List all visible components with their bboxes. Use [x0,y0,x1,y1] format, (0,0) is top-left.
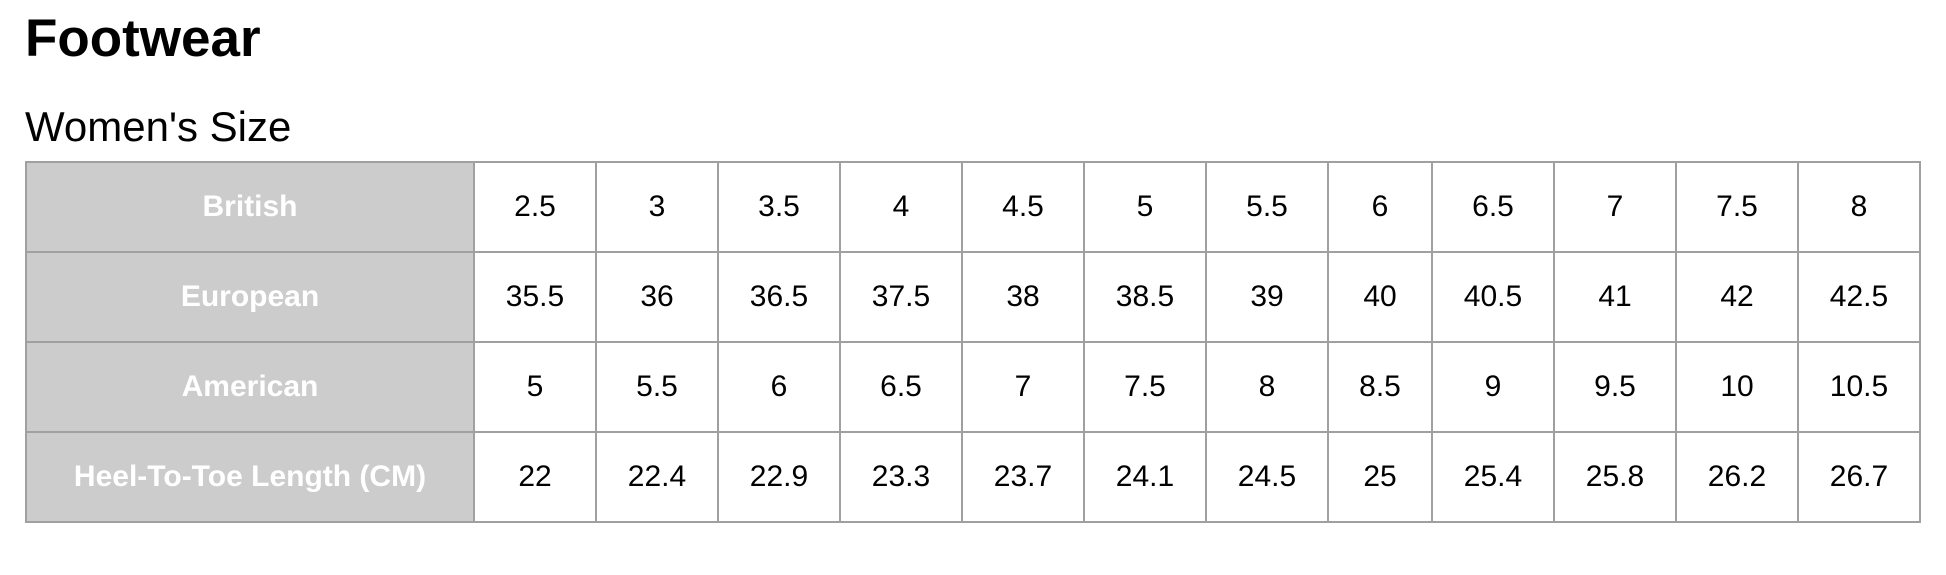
table-cell: 10.5 [1797,341,1921,433]
row-header: British [25,161,475,253]
table-cell: 38 [961,251,1085,343]
table-cell: 35.5 [473,251,597,343]
table-cell: 8 [1205,341,1329,433]
table-cell: 26.2 [1675,431,1799,523]
table-cell: 5.5 [595,341,719,433]
table-cell: 23.3 [839,431,963,523]
table-cell: 6 [717,341,841,433]
row-header: Heel-To-Toe Length (CM) [25,431,475,523]
table-cell: 9.5 [1553,341,1677,433]
table-cell: 24.1 [1083,431,1207,523]
table-cell: 36.5 [717,251,841,343]
table-cell: 42 [1675,251,1799,343]
table-cell: 2.5 [473,161,597,253]
table-cell: 4.5 [961,161,1085,253]
table-cell: 10 [1675,341,1799,433]
table-cell: 25 [1327,431,1433,523]
table-cell: 23.7 [961,431,1085,523]
table-cell: 8 [1797,161,1921,253]
page-title: Footwear [25,9,261,68]
table-row: Heel-To-Toe Length (CM) 22 22.4 22.9 23.3 23.… [25,431,1921,523]
table-cell: 37.5 [839,251,963,343]
table-cell: 25.8 [1553,431,1677,523]
table-cell: 4 [839,161,963,253]
table-cell: 3 [595,161,719,253]
table-cell: 6.5 [839,341,963,433]
row-header: American [25,341,475,433]
table-cell: 5.5 [1205,161,1329,253]
table-row: British 2.5 3 3.5 4 4.5 5 5.5 6 6.5 7 7.5 8 [25,161,1921,253]
table-row: American 5 5.5 6 6.5 7 7.5 8 8.5 9 9.5 10 10.5 [25,341,1921,433]
table-cell: 41 [1553,251,1677,343]
section-title: Women's Size [25,103,292,150]
table-cell: 9 [1431,341,1555,433]
table-cell: 22 [473,431,597,523]
table-cell: 40.5 [1431,251,1555,343]
table-cell: 39 [1205,251,1329,343]
table-cell: 22.9 [717,431,841,523]
row-header: European [25,251,475,343]
table-cell: 38.5 [1083,251,1207,343]
table-cell: 25.4 [1431,431,1555,523]
table-cell: 7.5 [1675,161,1799,253]
table-cell: 24.5 [1205,431,1329,523]
table-cell: 8.5 [1327,341,1433,433]
table-row: European 35.5 36 36.5 37.5 38 38.5 39 40 40.5 41 42… [25,251,1921,343]
table-cell: 5 [473,341,597,433]
table-cell: 3.5 [717,161,841,253]
table-cell: 7 [961,341,1085,433]
table-cell: 7 [1553,161,1677,253]
table-cell: 26.7 [1797,431,1921,523]
table-cell: 42.5 [1797,251,1921,343]
table-cell: 6 [1327,161,1433,253]
table-cell: 40 [1327,251,1433,343]
table-cell: 7.5 [1083,341,1207,433]
table-cell: 6.5 [1431,161,1555,253]
table-cell: 36 [595,251,719,343]
size-chart-table: British 2.5 3 3.5 4 4.5 5 5.5 6 6.5 7 7.5 8 European 3… [25,161,1921,523]
table-cell: 22.4 [595,431,719,523]
table-cell: 5 [1083,161,1207,253]
